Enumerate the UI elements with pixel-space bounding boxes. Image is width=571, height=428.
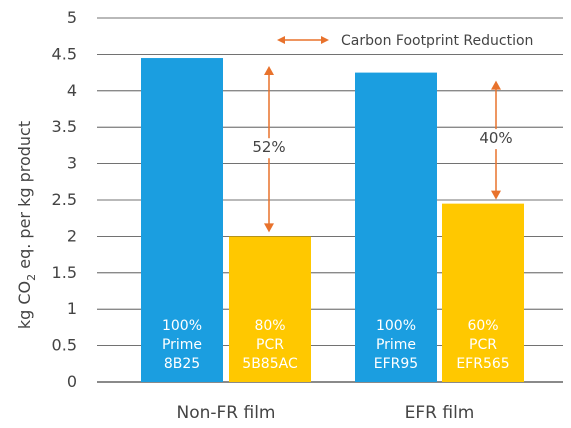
y-tick-label: 3 (67, 154, 77, 173)
bar-label: EFR95 (374, 356, 418, 372)
y-tick-label: 1.5 (52, 263, 77, 282)
bar-label: 8B25 (164, 356, 200, 372)
y-tick-label: 1 (67, 299, 77, 318)
reduction-arrow: 40% (477, 80, 515, 200)
bar-label: 100% (376, 318, 416, 334)
bar (355, 72, 437, 382)
x-category-label: EFR film (405, 403, 475, 423)
y-tick-label: 3.5 (52, 117, 77, 136)
legend: Carbon Footprint Reduction (272, 28, 560, 52)
reduction-label-bg (477, 129, 515, 150)
bar (229, 236, 311, 382)
y-tick-label: 4 (67, 81, 77, 100)
bars: 100% Prime 8B25 80% PCR 5B85AC 100% Prime EFR95 6… (141, 58, 524, 382)
bar (141, 58, 223, 382)
y-tick-label: 2.5 (52, 190, 77, 209)
bar-label: 80% (254, 318, 285, 334)
x-category-label: Non-FR film (176, 403, 275, 423)
bar-label: Prime (376, 337, 416, 353)
reduction-arrows: 52% 40% (250, 66, 515, 233)
bar-label: 5B85AC (242, 356, 298, 372)
y-tick-label: 0.5 (52, 336, 77, 355)
bar-label: EFR565 (456, 356, 509, 372)
y-tick-label: 5 (67, 8, 77, 27)
reduction-arrow: 52% (250, 66, 288, 233)
bar-label: PCR (256, 337, 284, 353)
y-tick-label: 2 (67, 226, 77, 245)
bar-label: Prime (162, 337, 202, 353)
reduction-label: 40% (479, 129, 512, 147)
y-tick-labels: 0 0.5 1 1.5 2 2.5 3 3.5 4 4.5 5 (52, 8, 77, 391)
bar-label: PCR (469, 337, 497, 353)
x-category-labels: Non-FR film EFR film (176, 403, 474, 423)
reduction-label: 52% (252, 138, 285, 156)
bar-label: 100% (162, 318, 202, 334)
y-tick-label: 0 (67, 372, 77, 391)
reduction-label-bg (250, 138, 288, 159)
legend-arrow-icon (277, 36, 329, 44)
legend-label: Carbon Footprint Reduction (341, 33, 533, 49)
bar (442, 203, 524, 382)
bar-label: 60% (467, 318, 498, 334)
y-tick-label: 4.5 (52, 44, 77, 63)
y-axis-label: kg CO2 eq. per kg product (15, 121, 38, 329)
